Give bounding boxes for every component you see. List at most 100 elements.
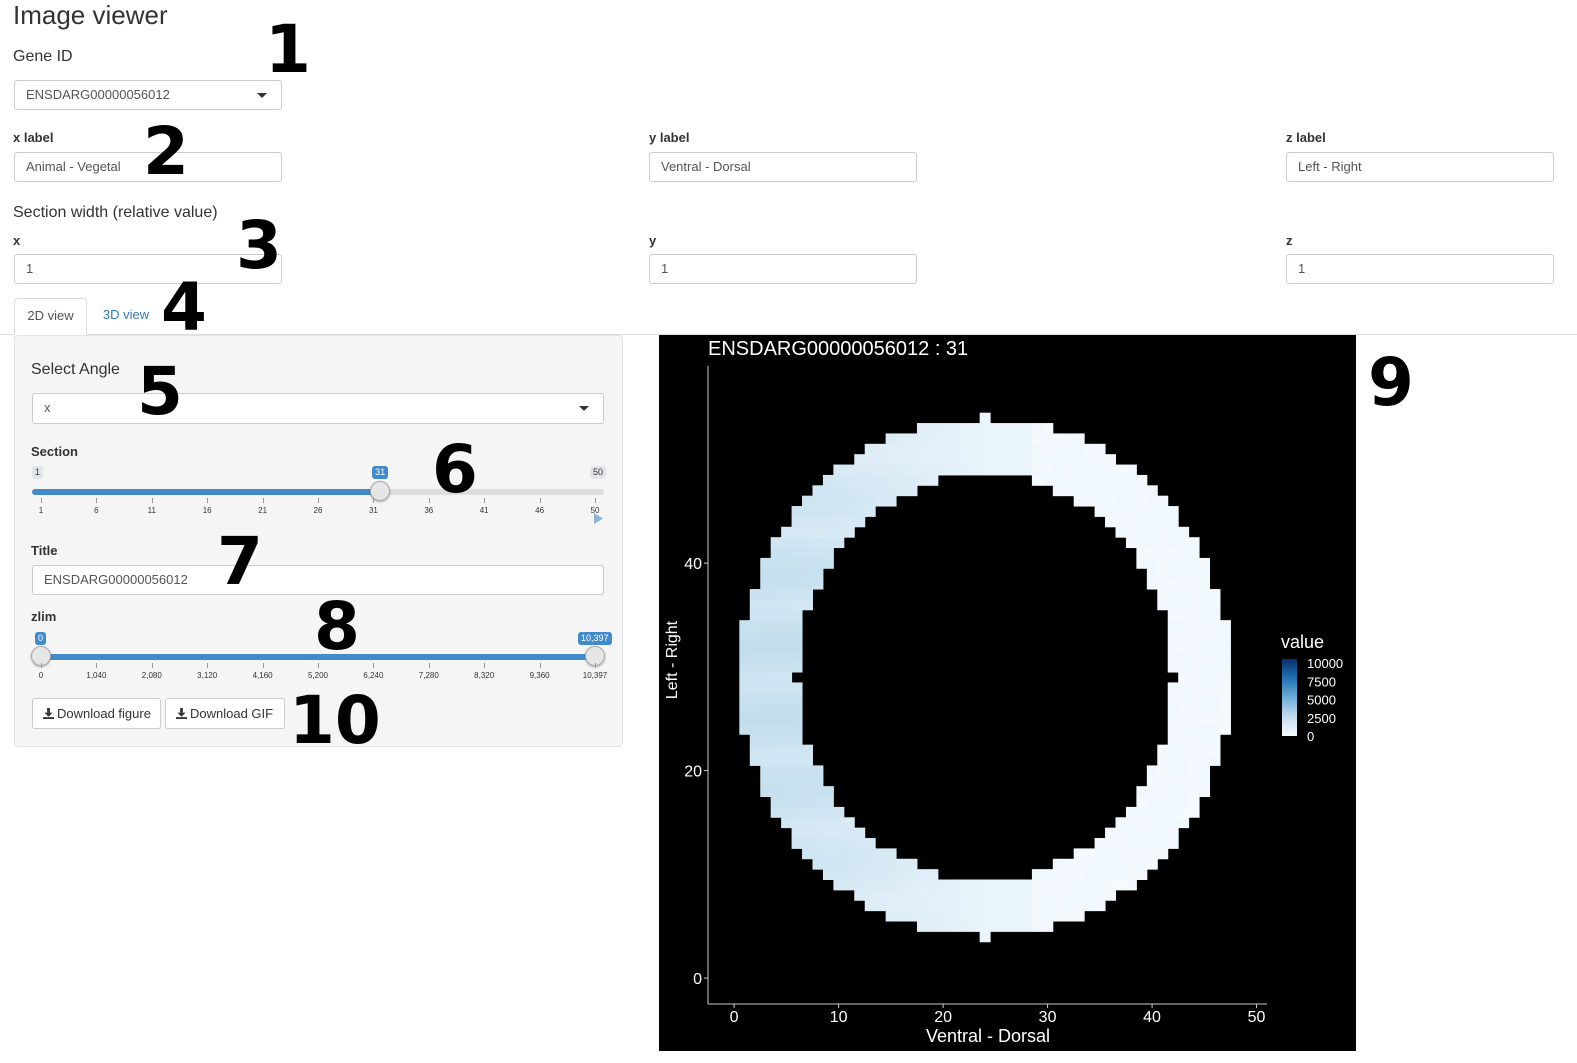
- y-label-input[interactable]: Ventral - Dorsal: [649, 152, 917, 182]
- select-angle-select[interactable]: x: [32, 393, 604, 424]
- heatmap-cell: [781, 744, 793, 756]
- heatmap-cell: [843, 474, 855, 486]
- heatmap-cell: [958, 454, 970, 466]
- heatmap-cell: [1000, 443, 1012, 455]
- heatmap-cell: [1052, 869, 1064, 881]
- heatmap-cell: [1157, 806, 1169, 818]
- section-width-heading: Section width (relative value): [13, 204, 218, 221]
- heatmap-cell: [1042, 433, 1054, 445]
- download-gif-button[interactable]: Download GIF: [165, 698, 285, 729]
- section-tick: [428, 498, 430, 503]
- heatmap-cell: [937, 921, 949, 932]
- heatmap-cell: [1136, 806, 1148, 818]
- heatmap-cell: [1157, 526, 1169, 538]
- heatmap-cell: [781, 817, 793, 829]
- tab-3d-view[interactable]: 3D view: [102, 307, 150, 322]
- tab-2d-view[interactable]: 2D view: [14, 298, 87, 335]
- heatmap-cell: [875, 464, 887, 476]
- heatmap-cell: [781, 723, 793, 735]
- x-tick-label: 0: [730, 1009, 739, 1026]
- heatmap-cell: [760, 599, 772, 611]
- heatmap-cell: [1167, 506, 1179, 517]
- heatmap-cell: [937, 889, 949, 901]
- heatmap-cell: [1146, 796, 1158, 808]
- heatmap-cell: [791, 568, 803, 580]
- heatmap-cell: [1073, 869, 1085, 881]
- heatmap-cell: [749, 703, 761, 715]
- gene-id-select[interactable]: ENSDARG00000056012: [14, 80, 282, 110]
- section-width-y-input[interactable]: 1: [649, 254, 917, 284]
- heatmap-cell: [781, 537, 793, 549]
- z-label-input[interactable]: Left - Right: [1286, 152, 1554, 182]
- heatmap-cell: [802, 547, 813, 559]
- heatmap-cell: [1125, 806, 1137, 818]
- heatmap-cell: [1199, 692, 1211, 704]
- section-width-x-input[interactable]: 1: [14, 254, 282, 284]
- heatmap-cell: [1125, 817, 1137, 829]
- heatmap-cell: [1105, 879, 1116, 891]
- section-slider-handle[interactable]: [370, 481, 391, 501]
- heatmap-cell: [885, 495, 897, 507]
- heatmap-cell: [979, 879, 991, 891]
- heatmap-cell: [749, 723, 761, 735]
- heatmap-cell: [760, 630, 772, 642]
- heatmap-cell: [1199, 775, 1211, 787]
- zlim-tick: [262, 663, 264, 668]
- heatmap-cell: [1167, 537, 1179, 549]
- heatmap-cell: [791, 692, 803, 704]
- heatmap-cell: [990, 443, 1002, 455]
- section-min-label: 1: [32, 466, 44, 479]
- heatmap-cell: [791, 537, 803, 549]
- heatmap-cell: [875, 474, 887, 486]
- heatmap-cell: [802, 786, 813, 798]
- heatmap-cell: [1115, 848, 1127, 860]
- heatmap-cell: [1084, 454, 1096, 466]
- heatmap-cell: [916, 879, 928, 891]
- heatmap-cell: [1167, 682, 1179, 694]
- heatmap-cell: [822, 474, 834, 486]
- heatmap-cell: [812, 806, 824, 818]
- heatmap-cell: [979, 454, 991, 466]
- heatmap-cell: [854, 848, 866, 860]
- download-figure-button[interactable]: Download figure: [32, 698, 161, 729]
- heatmap-cell: [1188, 682, 1200, 694]
- section-width-z-input[interactable]: 1: [1286, 254, 1554, 284]
- heatmap-cell: [958, 921, 970, 932]
- heatmap-cell: [1094, 869, 1106, 881]
- heatmap-cell: [1209, 589, 1221, 600]
- heatmap-cell: [1105, 848, 1116, 860]
- heatmap-cell: [1157, 765, 1169, 777]
- heatmap-cell: [1178, 557, 1190, 569]
- heatmap-cell: [802, 806, 813, 818]
- heatmap-cell: [749, 599, 761, 611]
- heatmap-cell: [822, 495, 834, 507]
- heatmap-cell: [822, 817, 834, 829]
- heatmap-cell: [1219, 651, 1231, 663]
- x-label-label: x label: [13, 130, 54, 145]
- heatmap-cell: [927, 869, 939, 881]
- heatmap-cell: [812, 786, 824, 798]
- heatmap-cell: [770, 744, 782, 756]
- zlim-tick: [595, 663, 596, 668]
- heatmap-cell: [781, 796, 793, 808]
- title-label: Title: [31, 543, 58, 558]
- heatmap-cell: [1000, 433, 1012, 445]
- heatmap-cell: [770, 806, 782, 818]
- zlim-tick: [318, 663, 319, 668]
- heatmap-cell: [864, 454, 876, 466]
- heatmap-cell: [770, 775, 782, 787]
- title-input[interactable]: ENSDARG00000056012: [32, 565, 604, 595]
- play-icon[interactable]: [593, 513, 604, 524]
- heatmap-cell: [864, 879, 876, 891]
- heatmap-cell: [791, 765, 803, 777]
- heatmap-cell: [833, 827, 845, 839]
- heatmap-cell: [1105, 506, 1116, 517]
- heatmap-cell: [791, 734, 803, 746]
- x-label-input[interactable]: Animal - Vegetal: [14, 152, 282, 182]
- heatmap-cell: [812, 765, 824, 777]
- heatmap-cell: [1188, 723, 1200, 735]
- heatmap-cell: [1167, 713, 1179, 725]
- heatmap-cell: [802, 796, 813, 808]
- heatmap-cell: [1167, 703, 1179, 715]
- heatmap-cell: [739, 640, 751, 652]
